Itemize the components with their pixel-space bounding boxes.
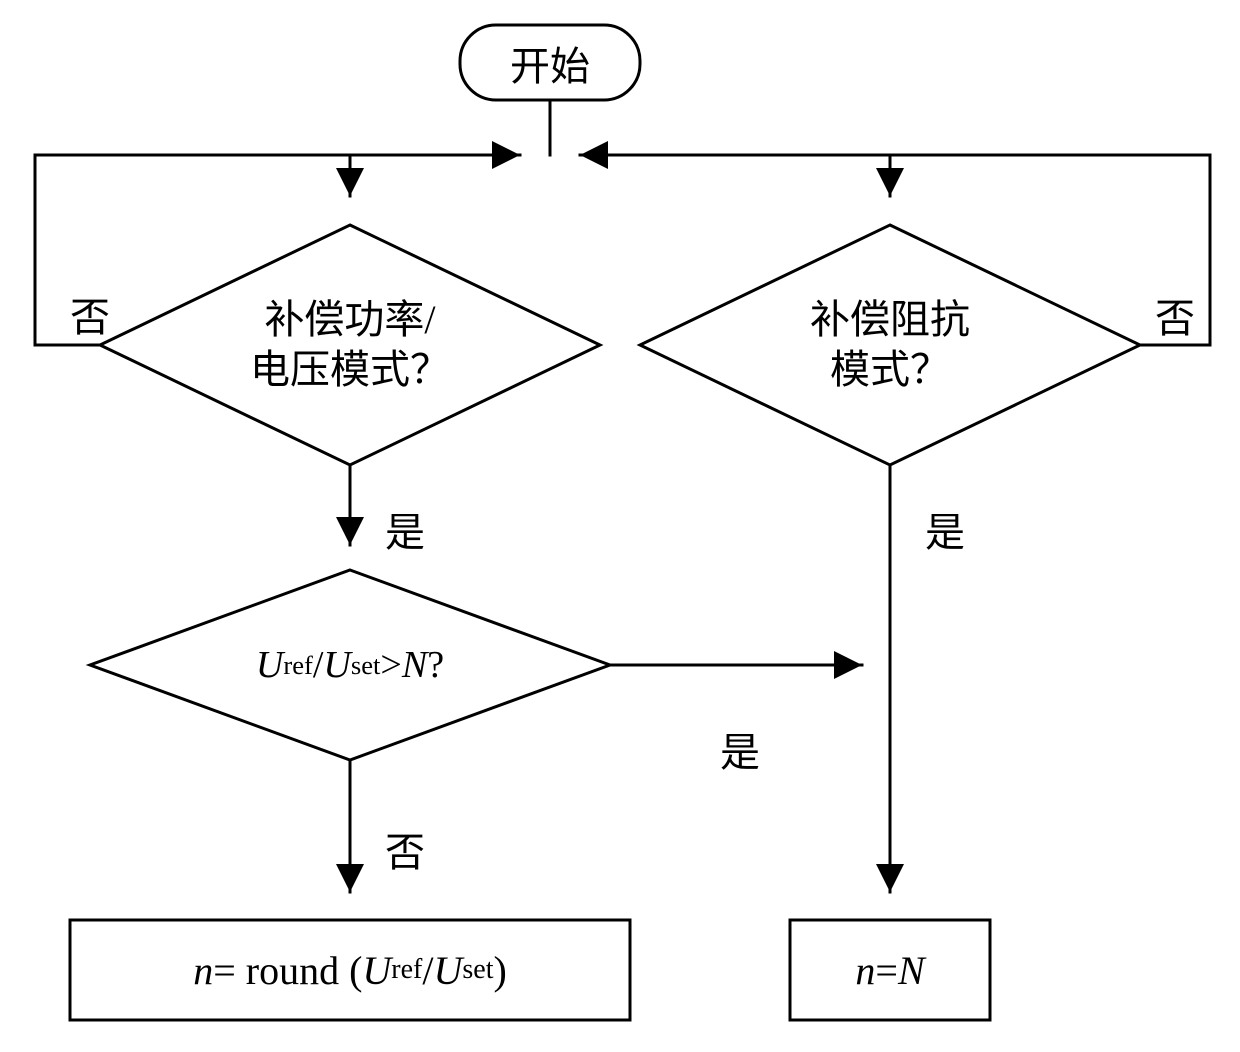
edge-label-yes_left: 是 bbox=[385, 500, 425, 558]
node-decision_left: 补偿功率/电压模式？ bbox=[100, 225, 600, 465]
edge-label-no_right: 否 bbox=[1155, 286, 1195, 344]
node-decision_right: 补偿阻抗模式？ bbox=[640, 225, 1140, 465]
edge-label-no_mid: 否 bbox=[385, 820, 425, 878]
flowchart-canvas: 开始补偿功率/电压模式？补偿阻抗模式？Uref / Uset > N? n = r… bbox=[0, 0, 1240, 1052]
flowchart-svg bbox=[0, 0, 1240, 1052]
node-decision_ratio: Uref / Uset > N? bbox=[90, 570, 610, 760]
node-proc_right: n=N bbox=[790, 920, 990, 1020]
node-start: 开始 bbox=[460, 25, 640, 100]
edge-label-no_left: 否 bbox=[70, 285, 110, 343]
edge-label-yes_mid: 是 bbox=[720, 720, 760, 778]
edge-label-yes_right: 是 bbox=[925, 500, 965, 558]
node-proc_left: n = round (Uref / Uset) bbox=[70, 920, 630, 1020]
